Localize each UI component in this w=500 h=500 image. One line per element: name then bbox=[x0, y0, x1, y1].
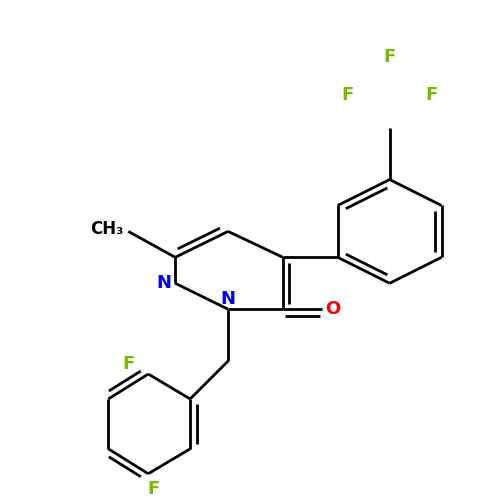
Text: N: N bbox=[220, 290, 236, 308]
Text: O: O bbox=[325, 300, 340, 318]
Text: F: F bbox=[426, 86, 438, 104]
Text: F: F bbox=[122, 355, 134, 373]
Text: F: F bbox=[147, 480, 160, 498]
Text: F: F bbox=[342, 86, 354, 104]
Text: N: N bbox=[156, 274, 172, 292]
Text: F: F bbox=[384, 48, 396, 66]
Text: CH₃: CH₃ bbox=[90, 220, 124, 238]
